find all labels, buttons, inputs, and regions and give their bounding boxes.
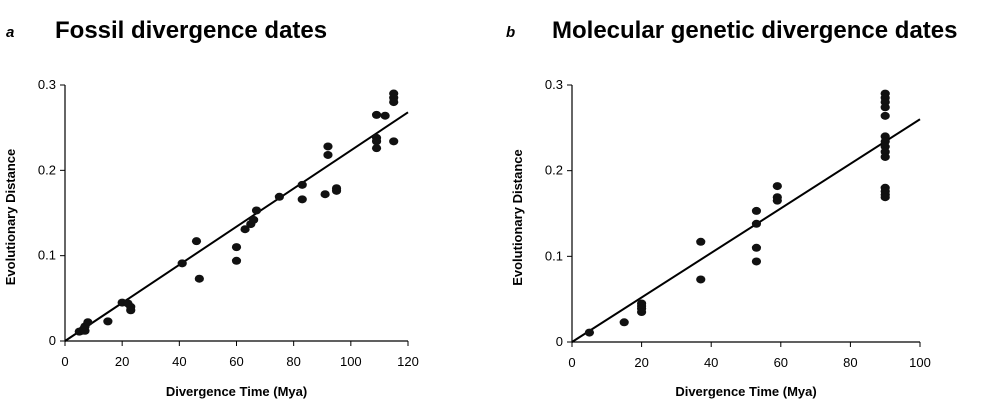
x-tick-label: 60 [229, 354, 243, 369]
data-point [751, 206, 762, 215]
data-point [751, 257, 762, 266]
data-point [297, 195, 307, 204]
y-tick-label: 0.1 [38, 248, 56, 263]
data-point [177, 259, 187, 268]
x-tick-label: 120 [397, 354, 419, 369]
x-tick-label: 40 [704, 355, 718, 370]
data-point [297, 180, 307, 189]
data-point [323, 150, 333, 159]
data-point [880, 193, 890, 202]
chart-panel-a: a Fossil divergence dates 0 20 40 60 80 100 120 0… [3, 17, 419, 399]
x-tick-label: 100 [909, 355, 931, 370]
x-axis-title: Divergence Time (Mya) [675, 384, 816, 399]
y-axis-title: Evolutionary Distance [510, 149, 525, 286]
data-point [389, 98, 399, 107]
x-tick-label: 40 [172, 354, 186, 369]
data-point [194, 274, 204, 283]
data-point [696, 275, 706, 284]
data-point [880, 111, 890, 120]
data-point [772, 182, 782, 191]
y-tick-label: 0 [556, 334, 563, 349]
x-tick-label: 80 [843, 355, 857, 370]
data-point [880, 103, 890, 112]
x-tick-label: 20 [634, 355, 648, 370]
chart-title: Molecular genetic divergence dates [552, 17, 957, 44]
data-point [371, 144, 382, 153]
panel-letter: b [506, 24, 515, 41]
x-tick-label: 20 [115, 354, 129, 369]
data-point [320, 190, 330, 199]
data-point [231, 243, 242, 252]
data-point [389, 137, 399, 146]
regression-line [571, 118, 921, 343]
chart-panel-b: b Molecular genetic divergence dates 0 20 40… [506, 17, 957, 399]
data-point [371, 110, 382, 119]
regression-line [64, 111, 409, 342]
data-point [249, 215, 259, 224]
x-tick-label: 0 [61, 354, 68, 369]
data-point [126, 306, 136, 315]
y-axis-title: Evolutionary Distance [3, 149, 18, 286]
panel-letter: a [6, 24, 14, 41]
data-point [323, 142, 333, 151]
x-tick-label: 100 [340, 354, 362, 369]
y-tick-label: 0.3 [545, 77, 563, 92]
data-point [880, 152, 890, 161]
x-tick-label: 80 [286, 354, 300, 369]
data-point [619, 318, 629, 327]
y-tick-label: 0.2 [38, 162, 56, 177]
y-tick-label: 0 [49, 333, 56, 348]
data-point [331, 184, 342, 193]
y-tick-label: 0.3 [38, 77, 56, 92]
data-point [696, 237, 706, 246]
data-point [251, 206, 262, 215]
data-point [103, 317, 113, 326]
chart-title: Fossil divergence dates [55, 17, 327, 44]
data-point [772, 196, 782, 205]
data-point [751, 243, 762, 252]
data-point [231, 256, 242, 265]
data-point [83, 318, 93, 327]
y-tick-label: 0.1 [545, 248, 563, 263]
x-tick-label: 60 [774, 355, 788, 370]
x-axis-title: Divergence Time (Mya) [166, 384, 307, 399]
x-tick-label: 0 [568, 355, 575, 370]
data-point [584, 328, 595, 337]
data-point [371, 137, 382, 146]
y-tick-label: 0.2 [545, 163, 563, 178]
data-point [751, 219, 762, 228]
data-point [240, 225, 250, 234]
data-point [380, 111, 390, 120]
data-point [637, 308, 647, 317]
data-point [274, 192, 284, 201]
data-point [191, 237, 202, 246]
